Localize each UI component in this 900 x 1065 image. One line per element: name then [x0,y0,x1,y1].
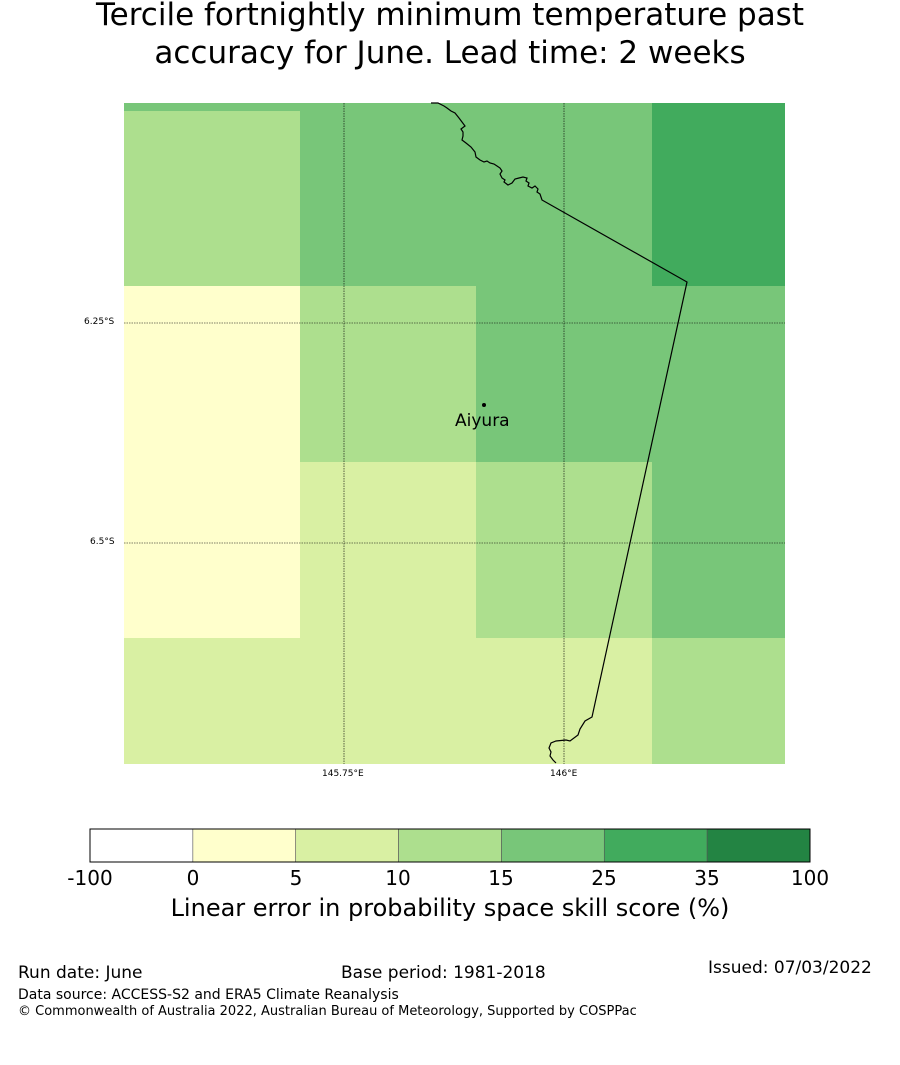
grid-cell-r3-c1 [300,638,476,764]
lat-label-6-25: 6.25°S [84,317,115,327]
colorbar-segment-4 [501,828,605,863]
colorbar-segment-2 [295,828,399,863]
cb-tick-7: 100 [790,866,830,890]
colorbar-segment-3 [398,828,502,863]
grid-cell-r1-c1 [300,286,476,462]
cb-tick-5: 25 [591,866,617,890]
cb-tick-6: 35 [694,866,720,890]
place-label-aiyura: Aiyura [455,411,510,431]
grid-cell-r0-c3 [652,103,785,286]
colorbar-outline [89,828,811,863]
lon-label-146: 146°E [550,769,578,779]
coastline [431,102,688,764]
title-line-1: Tercile fortnightly minimum temperature … [96,0,804,33]
cb-tick-2: 5 [289,866,303,890]
grid-cell-r1-c0 [124,286,300,462]
cb-tick-1: 0 [186,866,200,890]
base-period: Base period: 1981-2018 [341,963,546,983]
graticule [124,103,785,764]
grid-cell-r3-c3 [652,638,785,764]
data-source: Data source: ACCESS-S2 and ERA5 Climate … [18,987,399,1003]
grid-cell-r1-c3 [652,286,785,462]
colorbar-segment-0 [89,828,194,863]
grid-cell-r2-c3 [652,462,785,638]
lat-label-6-5: 6.5°S [90,537,115,547]
run-date: Run date: June [18,963,143,983]
copyright: © Commonwealth of Australia 2022, Austra… [18,1004,637,1019]
title-line-2: accuracy for June. Lead time: 2 weeks [154,35,746,71]
issued-date: Issued: 07/03/2022 [708,958,872,978]
lon-label-145-75: 145.75°E [322,769,364,779]
cb-tick-0: -100 [67,866,113,890]
skill-grid [124,103,785,764]
grid-cell-r2-c1 [300,462,476,638]
cb-tick-3: 10 [385,866,411,890]
colorbar [89,828,811,863]
colorbar-segment-6 [706,828,811,863]
grid-cell-r3-c0 [124,638,300,764]
grid-cell-strip [124,103,300,111]
cb-tick-4: 15 [488,866,514,890]
aiyura-marker [482,403,486,407]
grid-cell-r0-c1 [300,103,476,286]
colorbar-label: Linear error in probability space skill … [170,894,730,922]
colorbar-segment-5 [603,828,708,863]
colorbar-segment-1 [192,828,297,863]
grid-cell-r0-c0 [124,111,300,286]
chart-title: Tercile fortnightly minimum temperature … [0,0,900,72]
grid-cell-r2-c0 [124,462,300,638]
